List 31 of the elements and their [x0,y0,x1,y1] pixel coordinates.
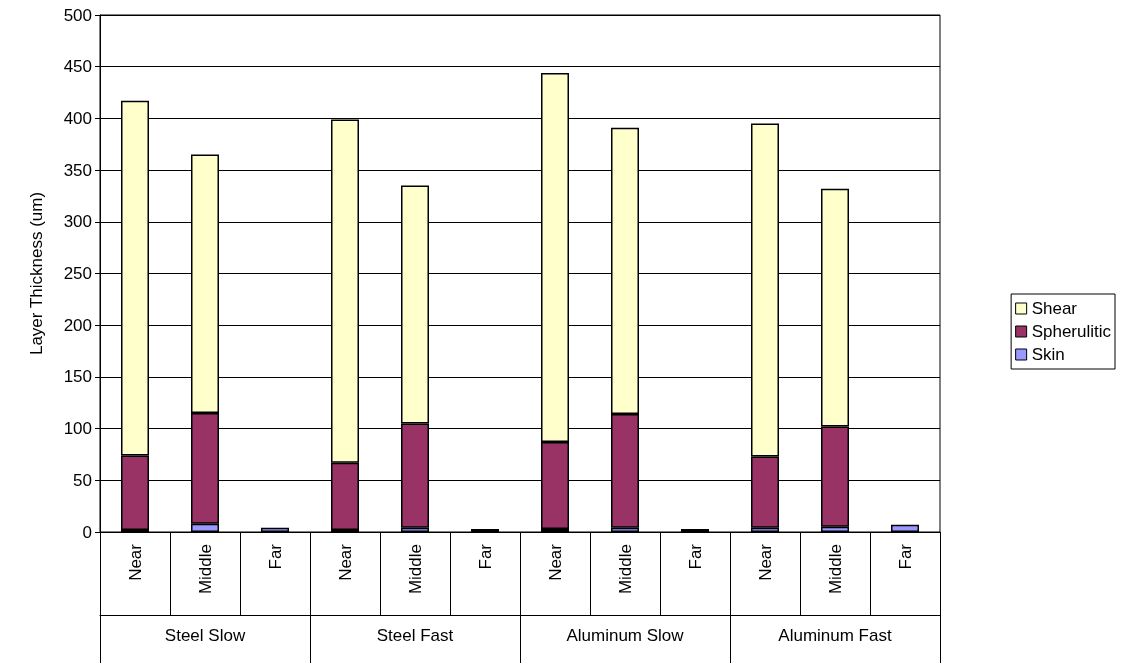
x-tick-label: Near [545,543,565,581]
x-tick-label: Middle [405,544,425,595]
y-tick-label: 0 [82,522,92,542]
y-tick-label: 300 [63,212,92,232]
x-tick-label: Far [475,543,495,570]
legend-label: Skin [1031,345,1065,364]
x-tick-label: Middle [825,544,845,595]
legend-label: Spherulitic [1031,322,1112,341]
legend-label: Shear [1031,299,1078,318]
y-tick-label: 200 [63,315,92,335]
y-axis-title: Layer Thickness (um) [27,191,46,356]
y-tick-label: 400 [63,108,92,128]
x-tick-label: Far [685,543,705,570]
x-tick-label: Far [895,543,915,570]
text: Steel Fast [376,626,454,645]
x-tick-label: Near [125,543,145,581]
text: Steel Slow [164,626,246,645]
y-tick-label: 100 [63,419,92,439]
y-tick-label: 500 [63,5,92,25]
x-tick-label: Far [265,543,285,570]
y-tick-label: 350 [63,160,92,180]
text: Aluminum Slow [566,626,685,645]
y-tick-label: 250 [63,264,92,283]
y-tick-label: 150 [63,367,92,387]
x-tick-label: Near [335,543,355,581]
x-tick-label: Middle [195,544,215,595]
text: Aluminum Fast [778,626,892,645]
y-tick-label: 50 [73,470,92,490]
y-tick-label: 450 [63,57,92,77]
x-tick-label: Near [755,543,775,581]
x-tick-label: Middle [615,544,635,595]
